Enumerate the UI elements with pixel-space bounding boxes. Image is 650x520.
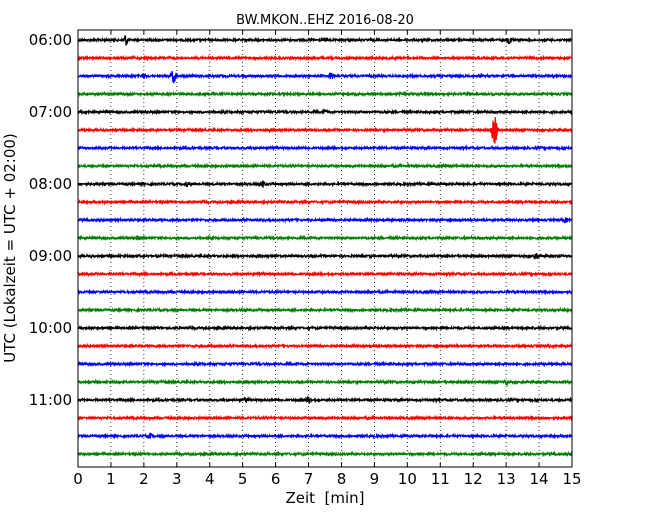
trace-0830 [77,216,573,224]
y-tick-label: 11:00 [29,391,72,409]
x-tick-label: 10 [398,470,417,488]
x-tick-label: 15 [562,470,581,488]
y-tick-label: 08:00 [29,175,72,193]
plot-frame [77,29,573,468]
trace-0715 [77,117,573,144]
trace-0900 [77,252,573,260]
x-tick-label: 7 [304,470,314,488]
trace-0615 [77,54,573,62]
x-tick-label: 5 [238,470,248,488]
x-axis-label: Zeit [min] [285,489,364,507]
x-tick-label: 13 [497,470,516,488]
x-tick-label: 12 [464,470,483,488]
trace-1045 [77,378,573,387]
x-tick-label: 8 [337,470,347,488]
y-tick-label: 09:00 [29,247,72,265]
y-tick-label: 10:00 [29,319,72,337]
x-tick-label: 9 [370,470,380,488]
trace-1130 [77,431,573,440]
x-tick-label: 6 [271,470,281,488]
tick-marks [77,30,573,467]
trace-0845 [77,234,573,242]
trace-1145 [77,450,573,458]
trace-0630 [77,71,573,84]
trace-1015 [77,342,573,350]
chart-title: BW.MKON..EHZ 2016-08-20 [236,13,414,28]
x-tick-labels: 0 1 2 3 4 5 6 7 8 9 10 11 12 13 14 15 [73,470,581,488]
trace-0800 [77,180,573,188]
y-tick-labels: 06:00 07:00 08:00 09:00 10:00 11:00 [29,31,72,409]
y-axis-label: UTC (Lokalzeit = UTC + 02:00) [1,133,19,363]
x-tick-label: 11 [431,470,450,488]
x-tick-label: 2 [139,470,149,488]
trace-0730 [77,144,573,152]
x-tick-label: 14 [530,470,549,488]
x-tick-label: 0 [73,470,83,488]
trace-group [77,35,573,458]
trace-0745 [77,162,573,170]
trace-0815 [77,198,573,206]
trace-0600 [77,35,573,46]
trace-1115 [77,414,573,422]
trace-0915 [77,270,573,278]
x-tick-label: 4 [205,470,215,488]
grid-lines [110,30,540,467]
y-tick-label: 06:00 [29,31,72,49]
trace-1100 [77,395,573,404]
x-tick-label: 1 [106,470,116,488]
y-tick-label: 07:00 [29,103,72,121]
x-tick-label: 3 [172,470,182,488]
trace-0645 [77,90,573,98]
trace-1000 [77,324,573,332]
trace-1030 [77,360,573,368]
trace-0945 [77,306,573,314]
trace-0930 [77,288,573,296]
trace-0700 [77,108,573,116]
